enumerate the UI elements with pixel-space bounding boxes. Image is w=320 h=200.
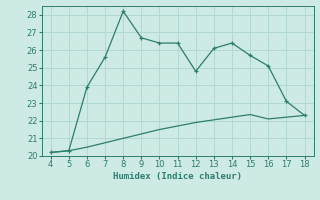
X-axis label: Humidex (Indice chaleur): Humidex (Indice chaleur) — [113, 172, 242, 181]
